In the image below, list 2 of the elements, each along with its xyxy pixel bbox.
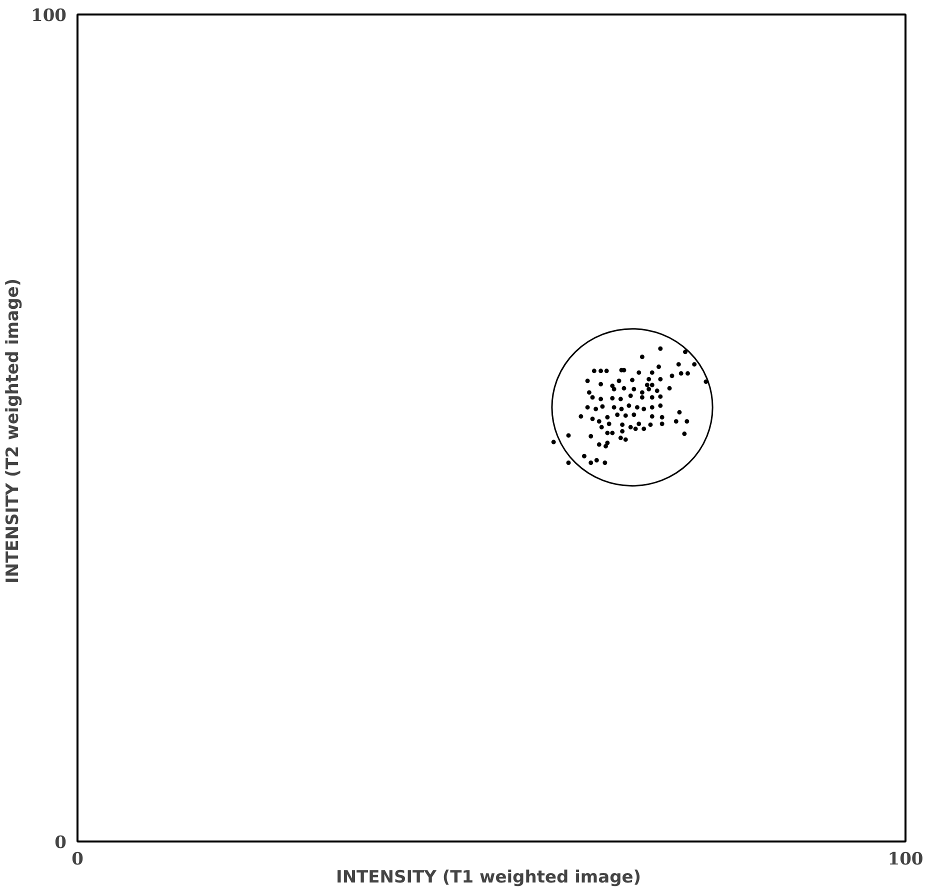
x-axis-title: INTENSITY (T1 weighted image)	[336, 868, 642, 888]
y-axis-title: INTENSITY (T2 weighted image)	[3, 278, 24, 584]
